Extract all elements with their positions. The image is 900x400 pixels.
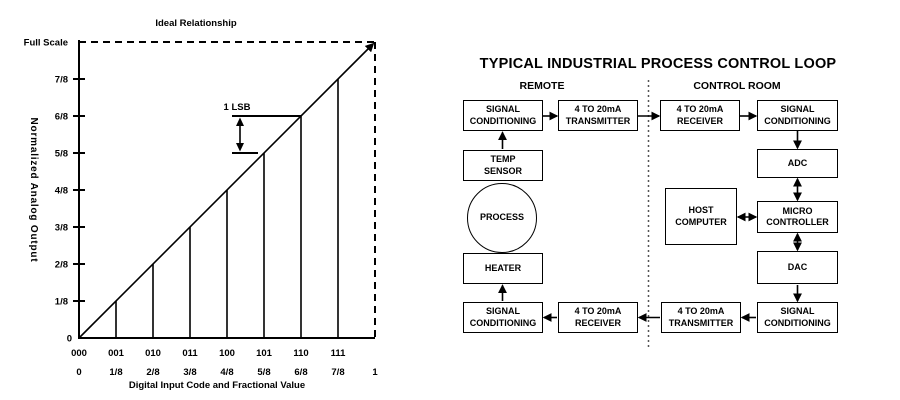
x-code-label: 000 bbox=[71, 348, 87, 359]
x-fraction-label: 2/8 bbox=[146, 367, 159, 378]
block-host-computer: HOST COMPUTER bbox=[665, 188, 737, 245]
block-process: PROCESS bbox=[467, 183, 537, 253]
block-receiver-bottom: 4 TO 20mA RECEIVER bbox=[558, 302, 638, 333]
block-heater: HEATER bbox=[463, 253, 543, 284]
block-microcontroller: MICRO CONTROLLER bbox=[757, 201, 838, 233]
x-code-label: 011 bbox=[182, 348, 198, 359]
x-fraction-label: 4/8 bbox=[220, 367, 233, 378]
x-fraction-label: 3/8 bbox=[183, 367, 196, 378]
x-fraction-label: 0 bbox=[76, 367, 81, 378]
lsb-arrowhead-up bbox=[236, 117, 244, 126]
block-adc: ADC bbox=[757, 149, 838, 178]
y-tick-label: 4/8 bbox=[55, 186, 68, 197]
block-signal-conditioning-remote-bottom: SIGNAL CONDITIONING bbox=[463, 302, 543, 333]
y-axis-title: Normalized Analog Output bbox=[28, 118, 39, 263]
region-label-control-room: CONTROL ROOM bbox=[693, 80, 781, 92]
lsb-arrowhead-down bbox=[236, 143, 244, 152]
block-temp-sensor: TEMP SENSOR bbox=[463, 150, 543, 181]
x-fraction-label: 1/8 bbox=[109, 367, 122, 378]
y-tick-label: 5/8 bbox=[55, 149, 68, 160]
x-axis-title: Digital Input Code and Fractional Value bbox=[129, 380, 305, 391]
x-fraction-label: 7/8 bbox=[331, 367, 344, 378]
block-signal-conditioning-remote-top: SIGNAL CONDITIONING bbox=[463, 100, 543, 131]
block-receiver-top: 4 TO 20mA RECEIVER bbox=[660, 100, 740, 131]
x-fraction-label: 5/8 bbox=[257, 367, 270, 378]
x-code-label: 010 bbox=[145, 348, 161, 359]
diagram-title: TYPICAL INDUSTRIAL PROCESS CONTROL LOOP bbox=[479, 56, 837, 72]
x-fraction-label: 1 bbox=[372, 367, 378, 378]
x-code-label: 001 bbox=[108, 348, 125, 359]
y-origin-label: 0 bbox=[67, 334, 72, 345]
block-signal-conditioning-control-bottom: SIGNAL CONDITIONING bbox=[757, 302, 838, 333]
y-tick-label: 6/8 bbox=[55, 112, 68, 123]
x-fraction-label: 6/8 bbox=[294, 367, 307, 378]
x-code-label: 110 bbox=[293, 348, 308, 359]
region-label-remote: REMOTE bbox=[519, 80, 565, 92]
x-code-label: 111 bbox=[331, 348, 347, 359]
y-tick-label: 2/8 bbox=[55, 260, 68, 271]
y-tick-label: 1/8 bbox=[55, 297, 68, 308]
x-code-label: 100 bbox=[219, 348, 235, 359]
y-tick-label: 7/8 bbox=[55, 75, 68, 86]
block-transmitter-bottom: 4 TO 20mA TRANSMITTER bbox=[661, 302, 741, 333]
x-code-label: 101 bbox=[256, 348, 273, 359]
chart-title: Ideal Relationship bbox=[155, 18, 236, 29]
block-transmitter-top: 4 TO 20mA TRANSMITTER bbox=[558, 100, 638, 131]
full-scale-label: Full Scale bbox=[24, 38, 68, 49]
ideal-transfer-function bbox=[78, 42, 375, 339]
block-dac: DAC bbox=[757, 251, 838, 284]
y-tick-label: 3/8 bbox=[55, 223, 68, 234]
lsb-label: 1 LSB bbox=[224, 102, 251, 113]
block-signal-conditioning-control-top: SIGNAL CONDITIONING bbox=[757, 100, 838, 131]
